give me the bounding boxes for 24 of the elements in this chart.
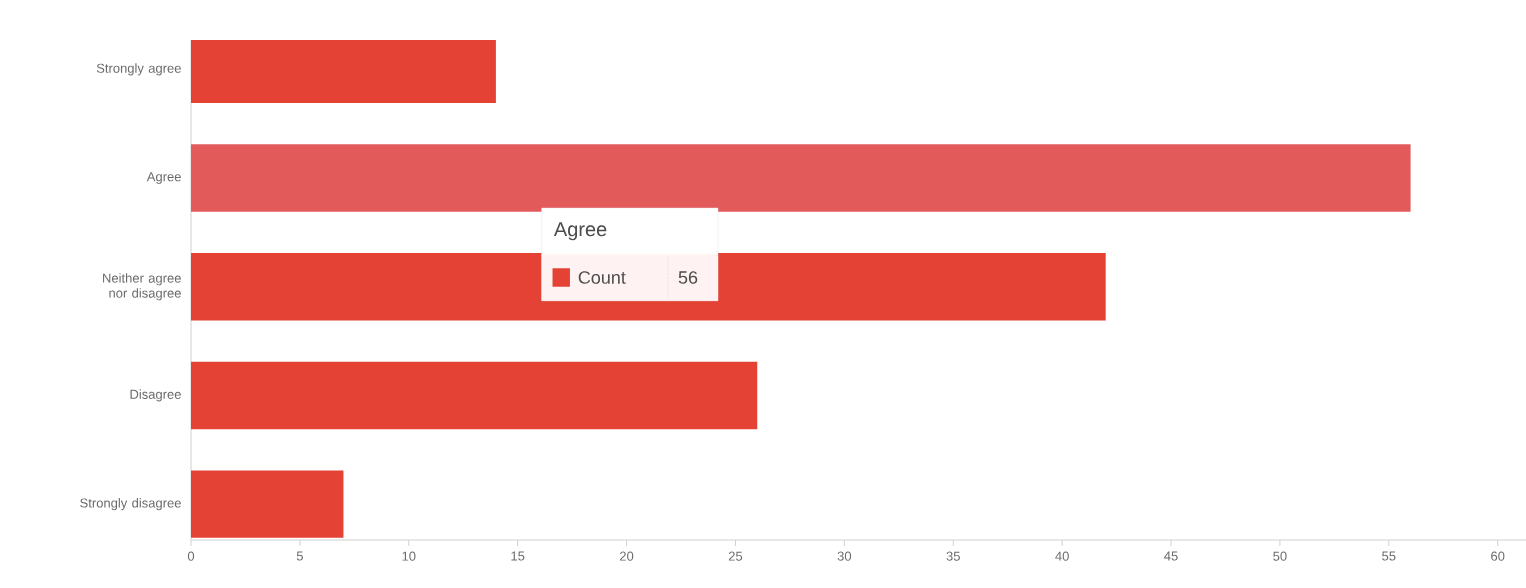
x-tick-label: 20 (619, 551, 634, 561)
bar (191, 144, 1411, 212)
x-tick-label: 50 (1273, 551, 1287, 561)
y-tick-label: Neither agree nor disagree (103, 273, 181, 301)
x-tick-label: 35 (946, 551, 960, 561)
x-tick-label: 55 (1382, 551, 1396, 561)
x-tick-label: 40 (1055, 551, 1069, 561)
annotation: Agree (553, 222, 607, 241)
x-tick-label: 60 (1491, 551, 1505, 561)
annotation: 56 (678, 271, 698, 284)
x-tick-label: 5 (296, 551, 303, 561)
x-tick-label: 0 (187, 551, 195, 561)
y-tick-label: Strongly disagree (80, 498, 181, 511)
x-tick-label: 30 (837, 551, 852, 561)
bar (191, 470, 344, 538)
x-tick-label: 25 (728, 551, 743, 561)
x-tick-label: 10 (402, 551, 416, 561)
x-tick-label: 15 (511, 551, 525, 561)
bar (191, 361, 758, 430)
x-tick-label: 45 (1164, 551, 1178, 561)
y-tick-label: Strongly agree (96, 63, 181, 76)
y-tick-label: Disagree (130, 389, 181, 402)
annotation: Count (578, 271, 626, 284)
y-tick-label: Agree (146, 172, 181, 184)
